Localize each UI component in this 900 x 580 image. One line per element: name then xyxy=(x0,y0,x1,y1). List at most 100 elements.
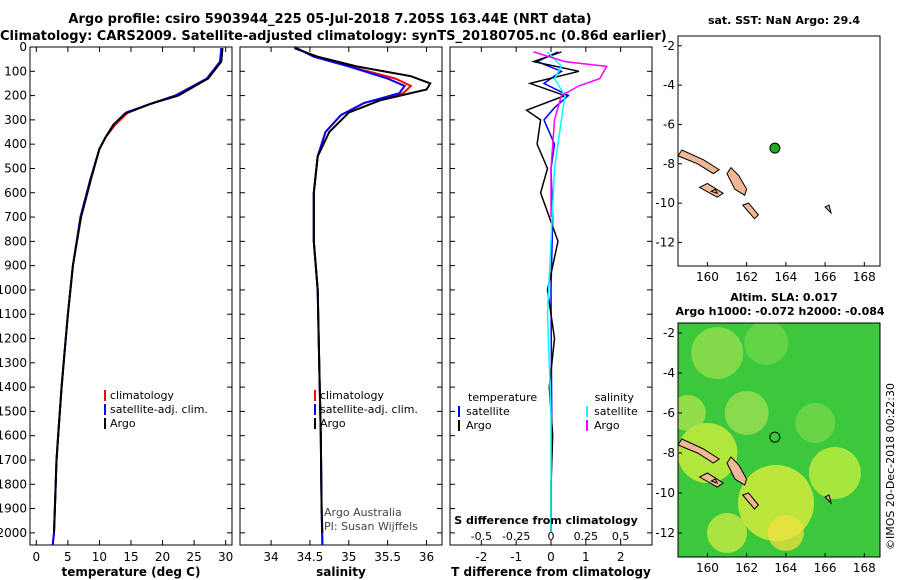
depth-tick-label: 1200 xyxy=(0,332,27,346)
sla-map-title-2: Argo h1000: -0.072 h2000: -0.084 xyxy=(675,305,885,318)
temperature-plot-frame xyxy=(29,46,233,546)
temperature-xtick-label: 30 xyxy=(218,550,233,564)
sla-map-xtick-label: 166 xyxy=(814,561,837,575)
difference-xtick-label: 2 xyxy=(617,550,625,564)
sst-map-island xyxy=(726,166,748,196)
depth-tick-label: 200 xyxy=(4,89,27,103)
sst-map-xtick-label: 166 xyxy=(814,270,837,284)
sst-map-xtick-label: 168 xyxy=(853,270,876,284)
sla-map-island xyxy=(710,478,719,484)
depth-tick-label: 1900 xyxy=(0,502,27,516)
sst-map-island xyxy=(824,204,832,215)
sst-map-island xyxy=(678,149,721,175)
sst-map-xtick-label: 164 xyxy=(774,270,797,284)
diff-s-axis-label: S difference from climatology xyxy=(454,514,638,527)
temperature-xtick-label: 25 xyxy=(186,550,201,564)
depth-tick-label: 1400 xyxy=(0,380,27,394)
depth-tick-label: 1000 xyxy=(0,283,27,297)
sla-field-patch xyxy=(707,513,748,553)
salinity-xtick-label: 34 xyxy=(263,550,278,564)
sst-map-xtick-label: 162 xyxy=(735,270,758,284)
diff-s-tick-label: 0.5 xyxy=(612,530,630,543)
depth-tick-label: 800 xyxy=(4,234,27,248)
diff-legend-left-label: Argo xyxy=(466,419,492,432)
diff-legend-sal-title: salinity xyxy=(595,391,635,404)
sla-field-patch xyxy=(691,327,744,379)
depth-tick-label: 1100 xyxy=(0,307,27,321)
temperature-series-line-2 xyxy=(53,48,224,533)
diff-s-tick-label: -0.5 xyxy=(471,530,492,543)
sla-field-patch xyxy=(808,447,861,499)
depth-tick-label: 1800 xyxy=(0,477,27,491)
sst-map-ytick-label: -4 xyxy=(663,78,675,92)
salinity-legend-swatch xyxy=(314,404,316,415)
depth-tick-label: 1300 xyxy=(0,356,27,370)
sst-map-island xyxy=(741,202,760,220)
temperature-xtick-label: 10 xyxy=(92,550,107,564)
sla-map-float-marker xyxy=(769,431,781,443)
sla-map-ytick-label: -12 xyxy=(655,526,675,540)
temperature-legend-label: satellite-adj. clim. xyxy=(110,403,208,416)
depth-tick-label: 400 xyxy=(4,137,27,151)
title-line-2: Climatology: CARS2009. Satellite-adjuste… xyxy=(0,29,667,44)
diff-s-tick-label: -0.25 xyxy=(502,530,530,543)
sla-map-ytick-label: -10 xyxy=(655,486,675,500)
salinity-series-line-2 xyxy=(294,47,432,533)
sla-field-patch xyxy=(767,515,804,551)
sla-map-frame xyxy=(677,322,881,558)
difference-xtick-label: 0 xyxy=(547,550,555,564)
diff-legend-right-label: Argo xyxy=(594,419,620,432)
sst-map-frame xyxy=(677,35,881,267)
sla-field-patch xyxy=(830,349,879,397)
sla-map-island xyxy=(741,492,760,510)
sla-map-island xyxy=(726,456,748,486)
difference-series-line-2 xyxy=(546,51,566,533)
diff-legend-right-swatch xyxy=(586,406,588,417)
sst-map-ytick-label: -12 xyxy=(655,235,675,249)
sst-map-island xyxy=(710,188,719,195)
diff-legend-right-swatch xyxy=(586,420,588,431)
sla-field-patch xyxy=(724,391,769,435)
depth-tick-label: 2000 xyxy=(0,526,27,540)
diff-legend-left-swatch xyxy=(458,420,460,431)
sst-map-xtick-label: 160 xyxy=(696,270,719,284)
sla-map-xtick-label: 164 xyxy=(774,561,797,575)
depth-tick-label: 600 xyxy=(4,186,27,200)
temperature-xtick-label: 5 xyxy=(64,550,72,564)
pi-name-text: PI: Susan Wijffels xyxy=(324,520,418,533)
sla-map-island xyxy=(678,438,721,464)
sla-map-xtick-label: 162 xyxy=(735,561,758,575)
sst-map-content xyxy=(678,149,832,220)
sla-map-island xyxy=(824,494,832,505)
diff-legend-left-swatch xyxy=(458,406,460,417)
salinity-xtick-label: 35.5 xyxy=(374,550,401,564)
temperature-legend-swatch xyxy=(104,404,106,415)
difference-series-line-3 xyxy=(533,51,608,217)
difference-xtick-label: 1 xyxy=(582,550,590,564)
diff-legend-temp-title: temperature xyxy=(468,391,537,404)
depth-tick-label: 700 xyxy=(4,210,27,224)
title-line-1: Argo profile: csiro 5903944_225 05-Jul-2… xyxy=(68,12,592,27)
sst-map-title: sat. SST: NaN Argo: 29.4 xyxy=(707,14,861,27)
depth-tick-label: 900 xyxy=(4,259,27,273)
salinity-legend-label: climatology xyxy=(320,389,384,402)
sla-field-patch xyxy=(744,323,789,365)
sst-map-ytick-label: -10 xyxy=(655,196,675,210)
temperature-xtick-label: 20 xyxy=(155,550,170,564)
diff-legend-left-label: satellite xyxy=(466,405,510,418)
salinity-xlabel: salinity xyxy=(316,565,366,579)
temperature-xlabel: temperature (deg C) xyxy=(62,565,201,579)
depth-tick-label: 500 xyxy=(4,161,27,175)
sla-map-title-1: Altim. SLA: 0.017 xyxy=(730,291,838,304)
difference-xtick-label: -2 xyxy=(475,550,487,564)
sla-map-ytick-label: -6 xyxy=(663,406,675,420)
sst-map-float-marker xyxy=(769,142,781,154)
sst-map-ytick-label: -6 xyxy=(663,117,675,131)
diff-s-tick-label: 0.25 xyxy=(574,530,599,543)
salinity-xtick-label: 34.5 xyxy=(297,550,324,564)
depth-tick-label: 1500 xyxy=(0,404,27,418)
salinity-legend-label: satellite-adj. clim. xyxy=(320,403,418,416)
sla-map-ytick-label: -8 xyxy=(663,446,675,460)
difference-xlabel: T difference from climatology xyxy=(451,565,651,579)
sla-map-content xyxy=(678,323,879,553)
